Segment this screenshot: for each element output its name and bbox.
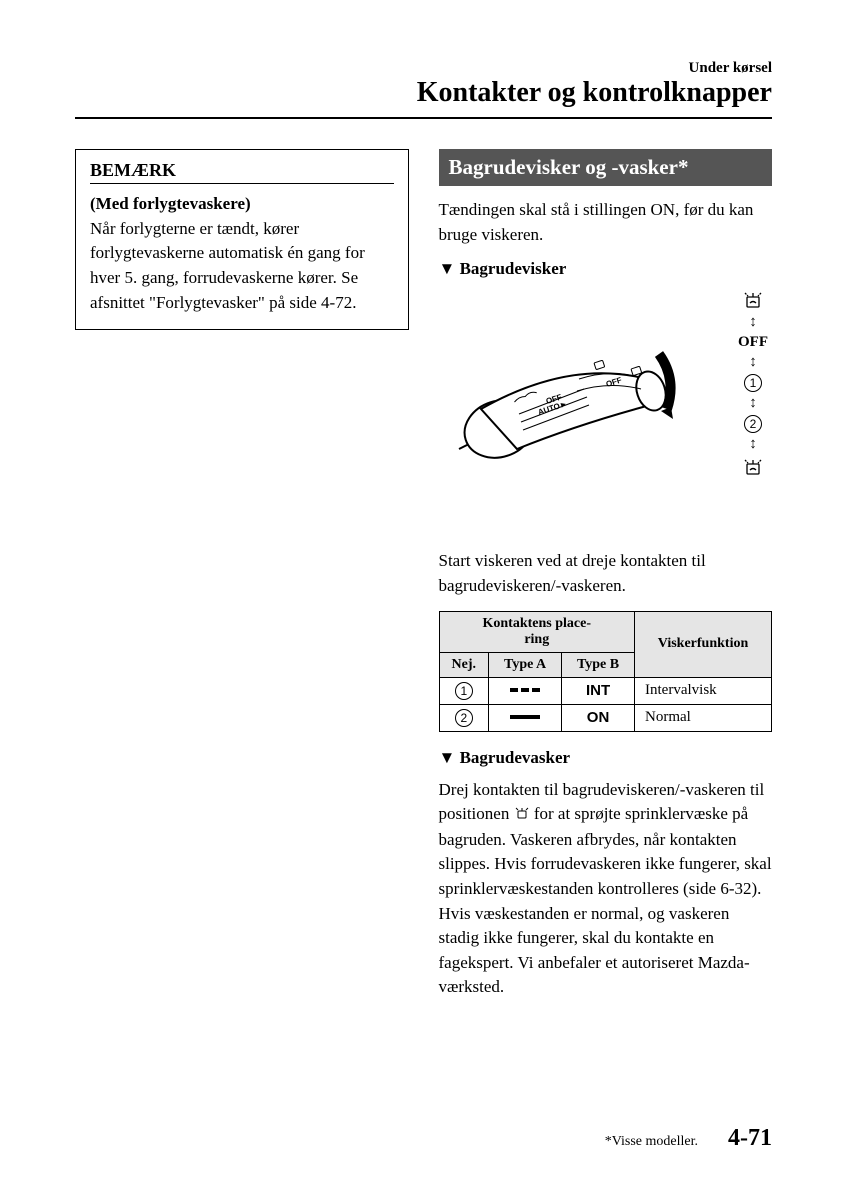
stalk-illustration: OFF AUTO► OFF xyxy=(439,289,773,539)
content-columns: BEMÆRK (Med forlygtevaskere) Når forlygt… xyxy=(75,149,772,1012)
page-footer: *Visse modeller. 4-71 xyxy=(75,1125,772,1152)
row2-typeB: ON xyxy=(562,704,635,731)
subheading-wiper: Bagrudevisker xyxy=(439,259,773,279)
updown-arrow-icon: ↕ xyxy=(749,437,757,452)
row2-func: Normal xyxy=(635,704,772,731)
solid-line-icon xyxy=(510,715,540,719)
note-box: BEMÆRK (Med forlygtevaskere) Når forlygt… xyxy=(75,149,409,330)
row2-num: 2 xyxy=(439,704,489,731)
washer-up-icon xyxy=(741,289,765,311)
position-2-icon: 2 xyxy=(744,415,762,433)
footnote: *Visse modeller. xyxy=(605,1134,698,1150)
updown-arrow-icon: ↕ xyxy=(749,355,757,370)
page-header: Under kørsel Kontakter og kontrolknapper xyxy=(75,60,772,109)
note-title: BEMÆRK xyxy=(90,160,394,181)
position-ladder: ↕ OFF ↕ 1 ↕ 2 ↕ xyxy=(738,289,768,478)
table-header-nej: Nej. xyxy=(439,652,489,677)
washer-text: Drej kontakten til bagrudeviskeren/-vask… xyxy=(439,778,773,1001)
note-text: Når forlygterne er tændt, kører forlygte… xyxy=(90,219,365,312)
topic-banner: Bagrudevisker og -vasker* xyxy=(439,149,773,186)
note-divider xyxy=(90,183,394,184)
page-title: Kontakter og kontrolknapper xyxy=(75,77,772,109)
washer-inline-icon xyxy=(514,803,530,828)
page-number: 4-71 xyxy=(728,1125,772,1152)
washer-down-icon xyxy=(741,456,765,478)
table-row: 2 ON Normal xyxy=(439,704,772,731)
row1-num: 1 xyxy=(439,677,489,704)
note-subtitle: (Med forlygtevaskere) xyxy=(90,194,251,213)
right-column: Bagrudevisker og -vasker* Tændingen skal… xyxy=(439,149,773,1012)
updown-arrow-icon: ↕ xyxy=(749,315,757,330)
row1-func: Intervalvisk xyxy=(635,677,772,704)
header-rule xyxy=(75,117,772,119)
row2-typeA xyxy=(489,704,562,731)
note-body: (Med forlygtevaskere) Når forlygterne er… xyxy=(90,192,394,315)
table-header-typeB: Type B xyxy=(562,652,635,677)
left-column: BEMÆRK (Med forlygtevaskere) Når forlygt… xyxy=(75,149,409,1012)
wiper-function-table: Kontaktens place-ring Viskerfunktion Nej… xyxy=(439,611,773,732)
table-header-function: Viskerfunktion xyxy=(635,611,772,677)
section-label: Under kørsel xyxy=(75,60,772,77)
after-diagram-text: Start viskeren ved at dreje kontakten ti… xyxy=(439,549,773,598)
table-row: 1 INT Intervalvisk xyxy=(439,677,772,704)
position-1-icon: 1 xyxy=(744,374,762,392)
table-header-typeA: Type A xyxy=(489,652,562,677)
row1-typeB: INT xyxy=(562,677,635,704)
intro-text: Tændingen skal stå i stillingen ON, før … xyxy=(439,198,773,247)
wiper-stalk-icon: OFF AUTO► OFF xyxy=(439,309,699,509)
table-header-position: Kontaktens place-ring xyxy=(439,611,635,652)
dashed-line-icon xyxy=(510,688,540,692)
subheading-washer: Bagrudevasker xyxy=(439,748,773,768)
updown-arrow-icon: ↕ xyxy=(749,396,757,411)
ladder-off: OFF xyxy=(738,334,768,351)
row1-typeA xyxy=(489,677,562,704)
